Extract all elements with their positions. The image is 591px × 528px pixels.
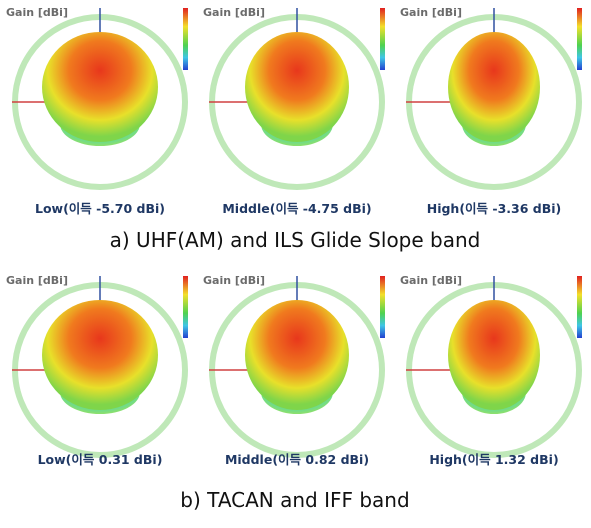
- row-caption: b) TACAN and IFF band: [180, 488, 409, 512]
- panel-label: Middle(이득 0.82 dBi): [225, 452, 369, 467]
- color-bar: [577, 276, 582, 338]
- panel-label: High(이득 1.32 dBi): [429, 452, 558, 467]
- gain-label: Gain [dBi]: [400, 6, 462, 19]
- color-bar: [183, 276, 188, 338]
- pattern-main-lobe: [245, 300, 349, 410]
- panel-label: Low(이득 0.31 dBi): [38, 452, 163, 467]
- color-bar: [577, 8, 582, 70]
- gain-label: Gain [dBi]: [6, 6, 68, 19]
- pattern-main-lobe: [42, 32, 158, 142]
- panel-label: High(이득 -3.36 dBi): [427, 201, 562, 216]
- pattern-main-lobe: [448, 32, 540, 142]
- panel-label: Low(이득 -5.70 dBi): [35, 201, 165, 216]
- color-bar: [380, 8, 385, 70]
- pattern-main-lobe: [245, 32, 349, 142]
- pattern-main-lobe: [448, 300, 540, 410]
- gain-label: Gain [dBi]: [203, 6, 265, 19]
- panel-label: Middle(이득 -4.75 dBi): [222, 201, 371, 216]
- gain-label: Gain [dBi]: [6, 274, 68, 287]
- gain-label: Gain [dBi]: [203, 274, 265, 287]
- color-bar: [380, 276, 385, 338]
- row-caption: a) UHF(AM) and ILS Glide Slope band: [110, 228, 481, 252]
- gain-label: Gain [dBi]: [400, 274, 462, 287]
- color-bar: [183, 8, 188, 70]
- pattern-main-lobe: [42, 300, 158, 410]
- figure: Gain [dBi] Low(이득 -5.70 dBi) Gain [dBi] Mid…: [0, 0, 591, 528]
